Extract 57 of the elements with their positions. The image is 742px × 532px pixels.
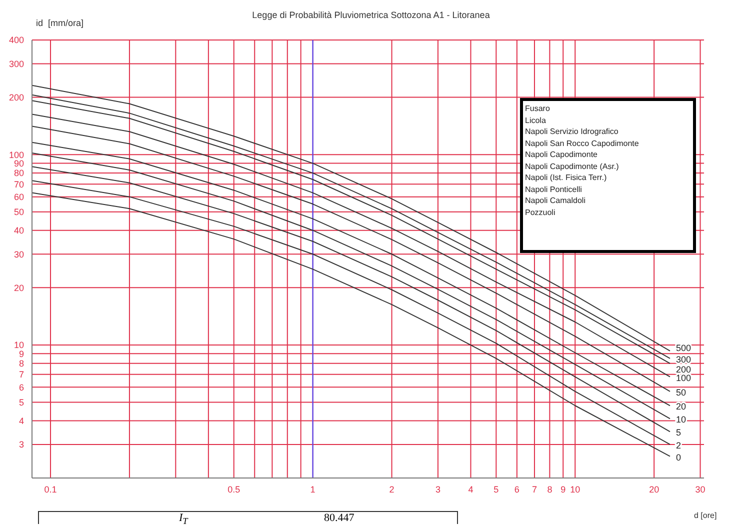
annotation: Napoli Camaldoli	[525, 195, 586, 206]
text: I$_{T}$	[179, 512, 188, 526]
x-tick-label: 10	[570, 484, 580, 494]
annotation: Licola	[525, 114, 547, 126]
series-label: 50	[676, 387, 686, 398]
x-tick-label: 0.1	[44, 484, 57, 494]
annotation: Napoli (Ist. Fisica Terr.)	[525, 172, 608, 184]
y-tick-label: 60	[14, 192, 24, 202]
y-tick-label: 30	[14, 249, 24, 260]
annotation: Napoli Capodimonte (Asr.)	[525, 160, 620, 172]
annotation: Fusaro	[525, 103, 551, 114]
y-tick-label: 400	[8, 35, 24, 46]
y-tick-label: 200	[8, 92, 24, 102]
x-tick-label: 8	[547, 484, 552, 494]
x-tick-label: 1	[310, 484, 316, 494]
x-tick-label: 30	[695, 484, 706, 494]
x-tick-label: 0.5	[228, 484, 240, 494]
y-tick-label: 80	[14, 168, 24, 178]
x-tick-label: 7	[532, 484, 537, 494]
y-tick-label: 9	[18, 348, 24, 359]
y-tick-label: 8	[18, 358, 24, 369]
y-tick-label: 6	[18, 382, 24, 392]
series-label: 500	[676, 342, 692, 353]
x-tick-label: 6	[514, 484, 520, 494]
series-label: 5	[676, 428, 682, 438]
annotation: Napoli Capodimonte	[525, 149, 598, 160]
y-tick-label: 100	[8, 150, 24, 160]
y-tick-label: 4	[18, 416, 24, 426]
y-tick-label: 10	[14, 340, 24, 350]
y-tick-label: 50	[14, 207, 24, 218]
y-tick-label: 3	[18, 440, 24, 450]
annotation: Napoli Ponticelli	[525, 184, 583, 195]
x-tick-label: 4	[468, 484, 474, 494]
text: 80.447	[324, 512, 354, 524]
x-tick-label: 5	[494, 484, 499, 494]
annotation: Napoli San Rocco Capodimonte	[525, 138, 640, 149]
y-tick-label: 300	[8, 58, 24, 69]
series-label: 0	[676, 452, 682, 462]
annotation: Pozzuoli	[525, 206, 556, 218]
y-tick-label: 7	[18, 370, 24, 380]
chart-title: Legge di Probabilità Pluviometrica Sottozona A1 - Litoranea	[252, 10, 490, 20]
x-axis-title: d [ore]	[694, 511, 717, 520]
series-label: 20	[676, 402, 686, 412]
annotation: Napoli Servizio Idrografico	[525, 126, 620, 138]
x-tick-label: 20	[649, 484, 660, 494]
y-tick-label: 40	[14, 226, 24, 236]
y-tick-label: 5	[18, 397, 24, 408]
x-tick-label: 2	[389, 484, 394, 494]
series-label: 200	[676, 364, 692, 374]
y-tick-label: 70	[14, 179, 24, 190]
x-tick-label: 3	[435, 484, 440, 494]
y-tick-label: 20	[14, 282, 24, 293]
series-label: 100	[676, 372, 692, 383]
series-label: 300	[676, 354, 692, 364]
y-tick-label: 90	[14, 158, 24, 169]
x-tick-label: 9	[560, 484, 566, 494]
y-axis-title: id [mm/ora]	[36, 18, 84, 28]
